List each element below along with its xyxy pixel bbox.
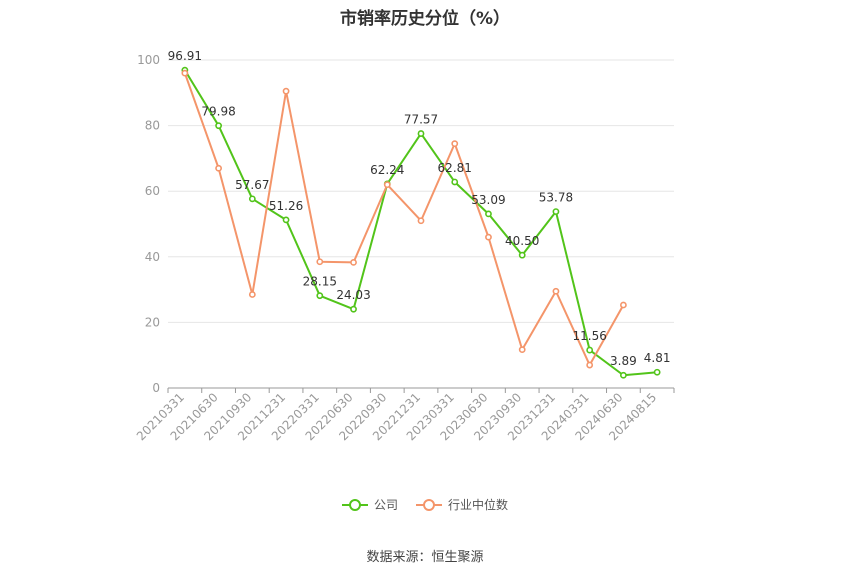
y-tick-label: 60 — [145, 184, 160, 198]
data-point-1 — [383, 181, 391, 189]
data-label: 24.03 — [336, 288, 370, 302]
y-tick-label: 0 — [152, 381, 160, 395]
data-point-1 — [316, 258, 324, 266]
data-point-1 — [282, 87, 290, 95]
data-point-1 — [417, 217, 425, 225]
data-point-0 — [282, 216, 290, 224]
y-tick-label: 20 — [145, 315, 160, 329]
data-point-0 — [215, 122, 222, 130]
legend-label-industry-median: 行业中位数 — [448, 498, 509, 512]
data-point-0 — [518, 251, 526, 259]
data-point-0 — [316, 292, 324, 300]
data-point-0 — [552, 208, 560, 216]
source-note: 数据来源：恒生聚源 — [366, 550, 484, 565]
data-label: 77.57 — [404, 113, 438, 127]
data-point-1 — [215, 164, 222, 172]
legend-label-company: 公司 — [373, 498, 398, 512]
data-point-1 — [451, 140, 459, 148]
data-point-0 — [248, 195, 256, 203]
y-tick-label: 100 — [137, 53, 160, 67]
legend-item-industry-median[interactable]: 行业中位数 — [416, 496, 508, 513]
data-point-0 — [350, 305, 357, 313]
data-point-0 — [586, 346, 594, 354]
data-label: 4.81 — [644, 351, 671, 365]
data-point-1 — [181, 69, 189, 77]
data-point-1 — [620, 301, 627, 309]
data-point-1 — [485, 233, 492, 241]
gridlines — [168, 59, 674, 323]
data-label: 79.98 — [201, 105, 235, 119]
data-label: 28.15 — [303, 275, 337, 289]
data-label: 57.67 — [235, 178, 269, 192]
data-label: 62.24 — [370, 163, 404, 177]
legend-item-company[interactable]: 公司 — [341, 496, 398, 513]
data-label: 11.56 — [572, 329, 606, 343]
data-point-1 — [552, 287, 560, 295]
data-label: 53.78 — [539, 191, 573, 205]
data-point-1 — [518, 346, 526, 354]
y-tick-label: 40 — [145, 250, 160, 264]
data-point-1 — [586, 361, 594, 369]
data-label: 3.89 — [610, 354, 637, 368]
chart-title: 市销率历史分位（%） — [339, 9, 511, 29]
data-point-0 — [417, 130, 425, 137]
legend-swatch-industry-median — [416, 498, 442, 511]
data-label: 96.91 — [168, 49, 202, 63]
data-point-0 — [451, 178, 459, 186]
series-lines — [181, 66, 661, 379]
data-label: 62.81 — [438, 161, 472, 175]
data-point-0 — [620, 371, 627, 379]
series-line-1 — [183, 72, 625, 367]
data-point-1 — [350, 258, 357, 266]
data-point-0 — [485, 210, 492, 218]
data-label: 40.50 — [505, 234, 539, 248]
data-label: 51.26 — [269, 199, 303, 213]
data-point-1 — [248, 291, 256, 298]
data-label: 53.09 — [471, 193, 505, 207]
legend: 公司 行业中位数 — [0, 496, 850, 513]
legend-swatch-company — [341, 498, 368, 511]
data-point-0 — [653, 368, 661, 376]
y-tick-label: 80 — [145, 119, 160, 133]
